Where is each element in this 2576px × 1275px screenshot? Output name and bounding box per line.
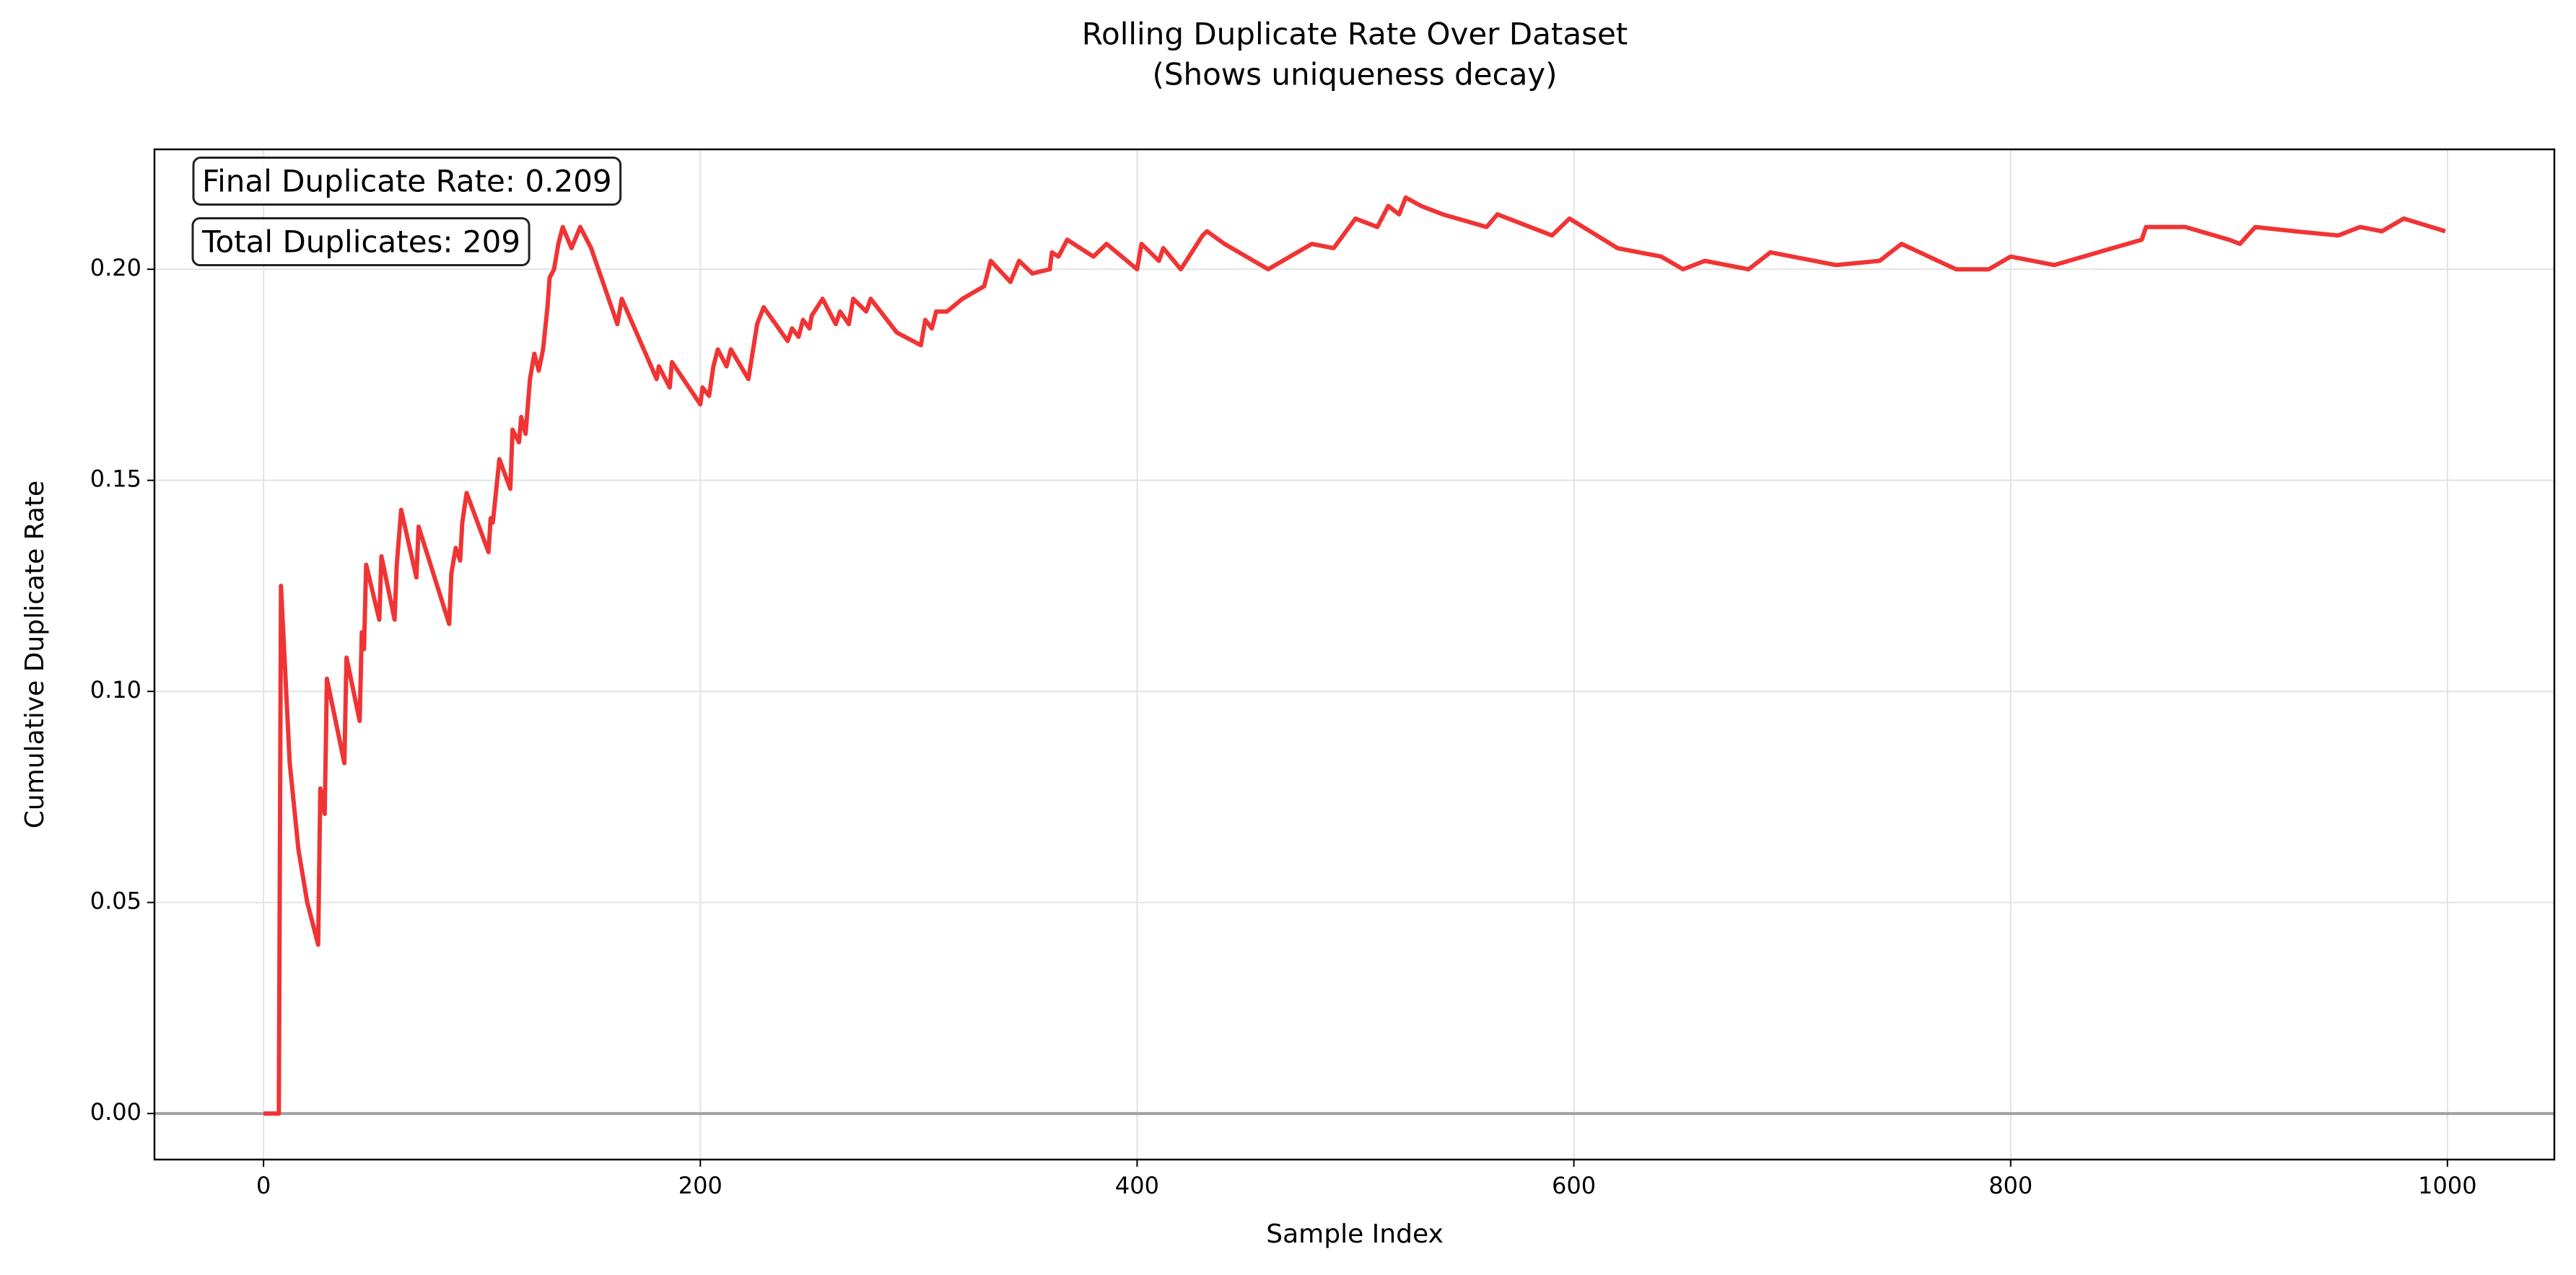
x-tick-label: 200: [678, 1172, 722, 1199]
y-tick-label: 0.20: [90, 254, 141, 281]
chart-title: Rolling Duplicate Rate Over Dataset: [1082, 17, 1628, 52]
x-tick-label: 0: [256, 1172, 271, 1199]
y-tick-label: 0.00: [90, 1098, 141, 1126]
x-tick-label: 400: [1115, 1172, 1159, 1199]
y-tick-label: 0.15: [90, 465, 141, 493]
annotation: Total Duplicates: 209: [201, 224, 520, 260]
annotation: Final Duplicate Rate: 0.209: [202, 164, 612, 199]
y-axis-label: Cumulative Duplicate Rate: [20, 481, 50, 828]
data-line: [263, 195, 2446, 1116]
x-tick-label: 600: [1552, 1172, 1596, 1199]
x-tick-label: 1000: [2418, 1172, 2476, 1199]
plot-frame: [153, 148, 2556, 1161]
annotation-box: [192, 157, 622, 206]
annotation-box: [191, 217, 531, 266]
y-tick-label: 0.10: [90, 676, 141, 704]
chart-subtitle: (Shows uniqueness decay): [1152, 57, 1557, 92]
y-tick-label: 0.05: [90, 888, 141, 915]
x-axis-label: Sample Index: [1266, 1219, 1444, 1249]
x-tick-label: 800: [1988, 1172, 2033, 1199]
